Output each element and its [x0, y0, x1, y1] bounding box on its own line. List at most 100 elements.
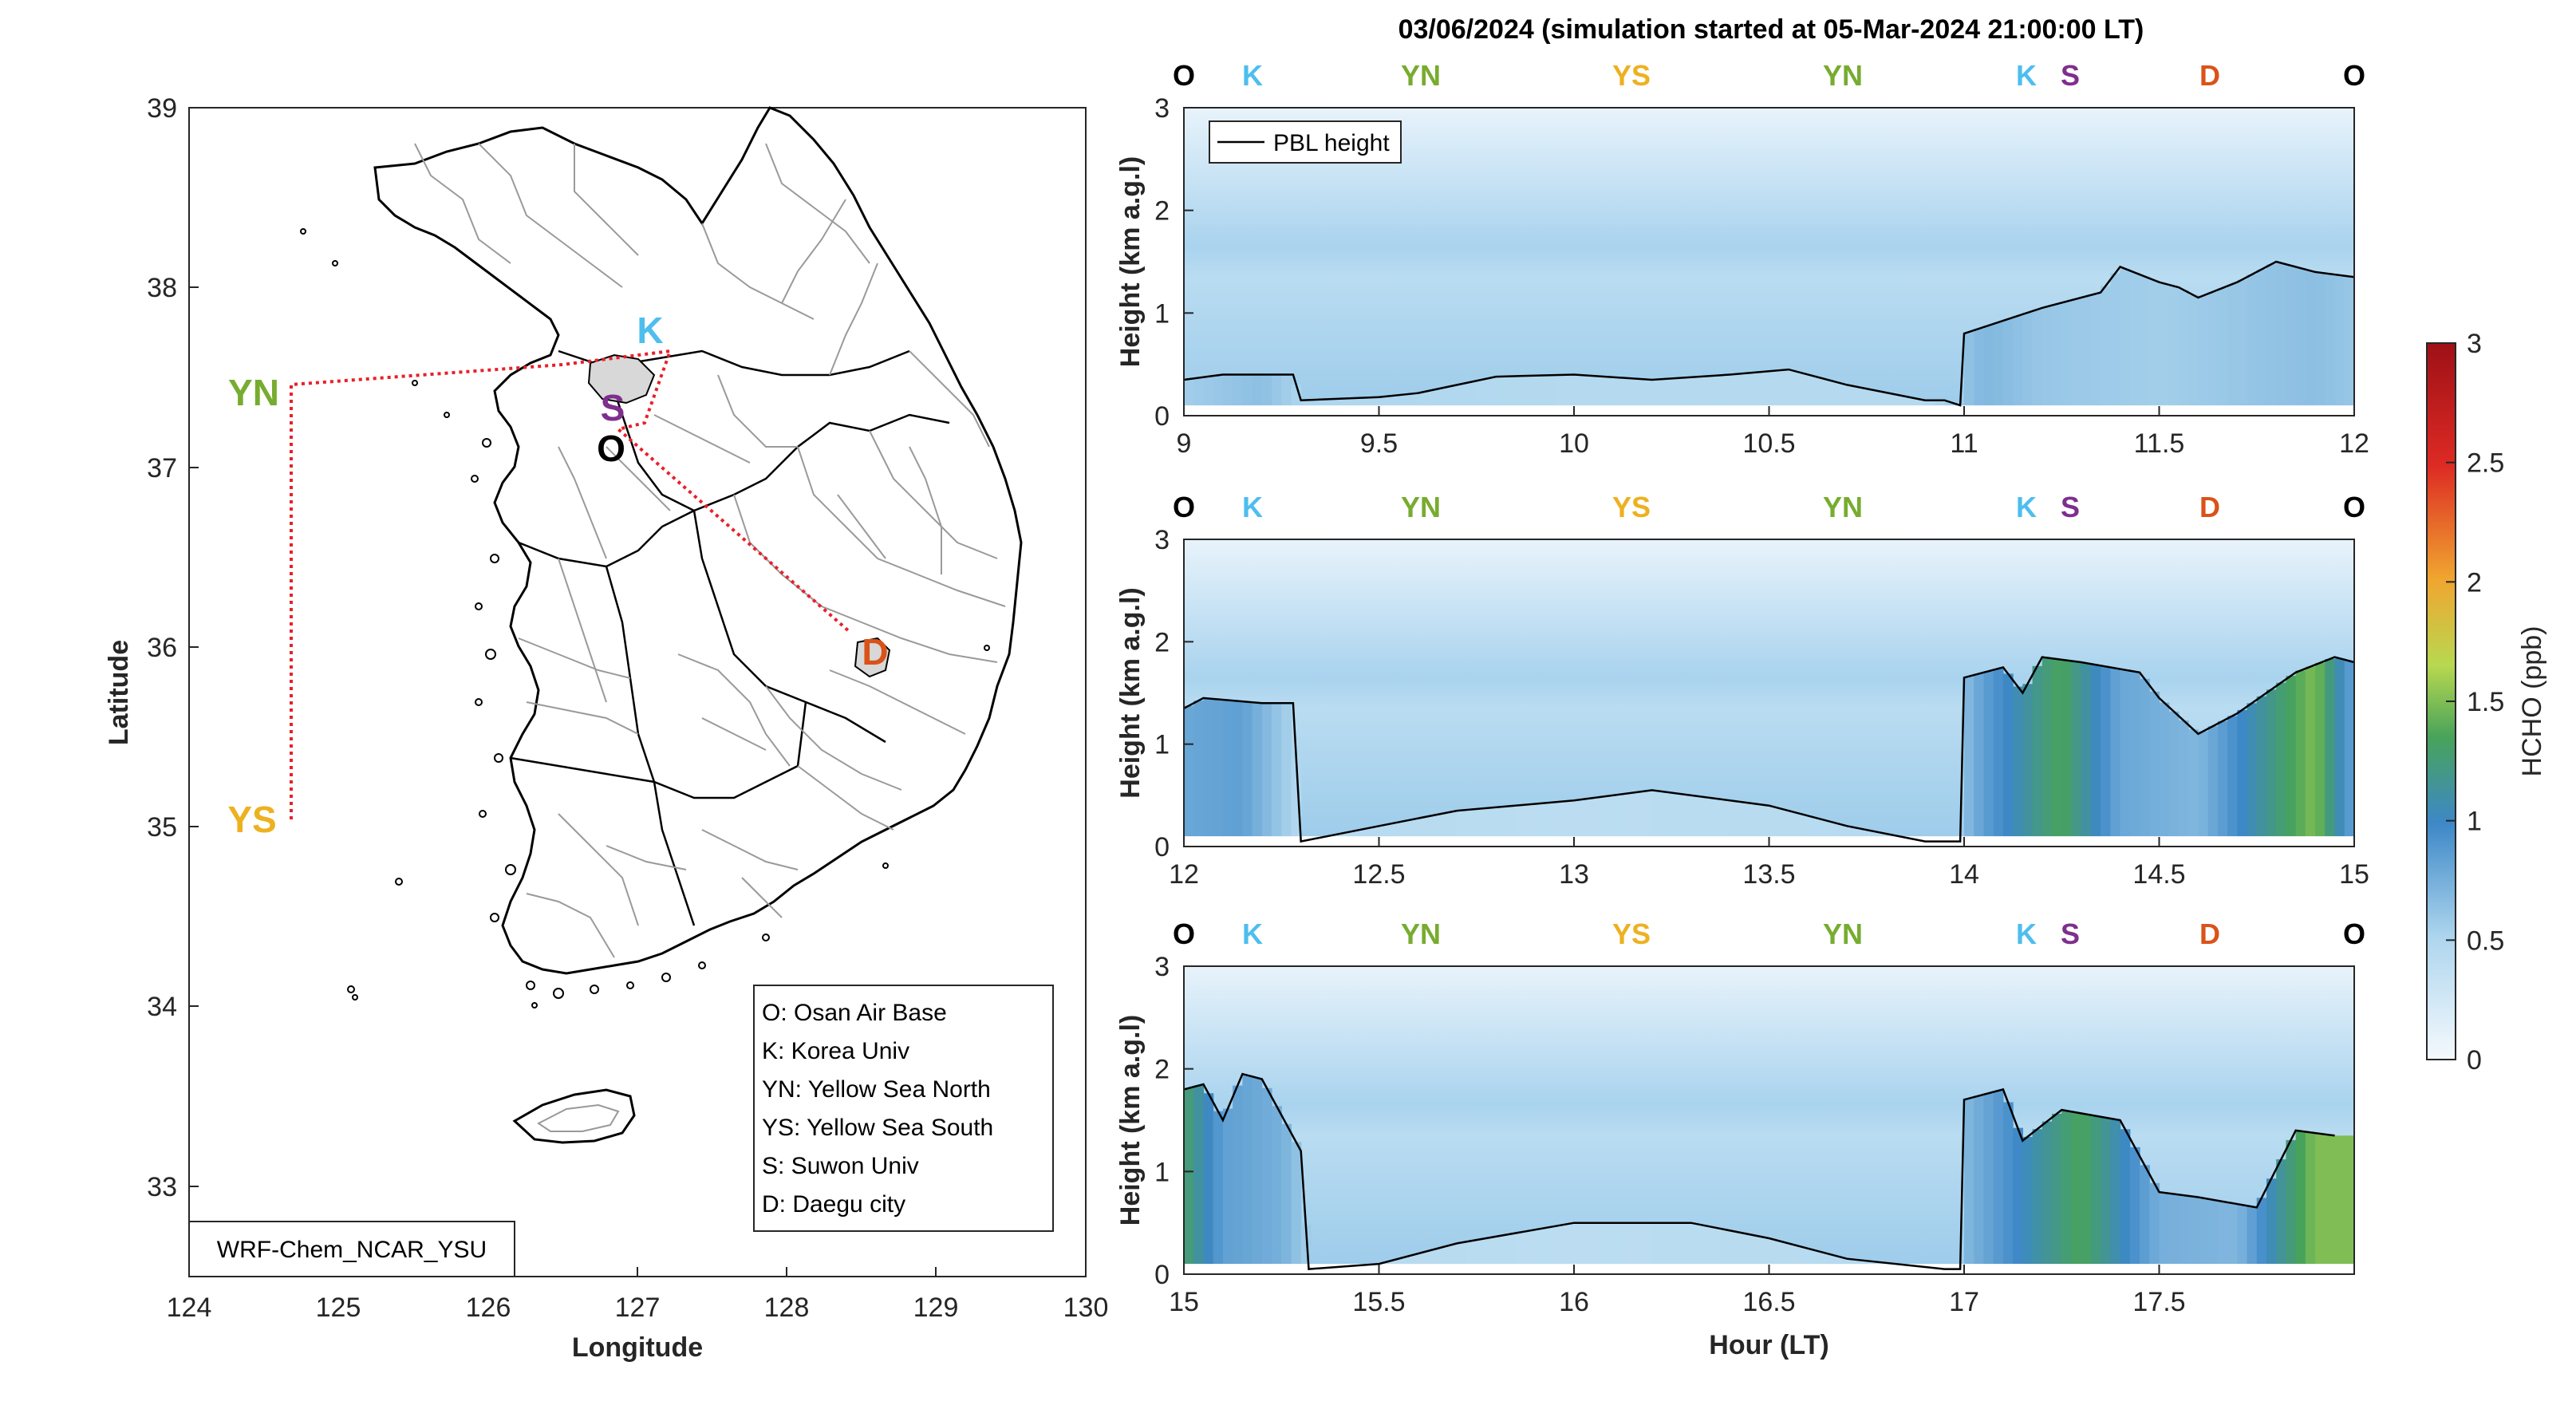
site-label-YN: YN: [1401, 59, 1441, 92]
x-tick-label: 16.5: [1742, 1287, 1795, 1317]
marker-D: D: [862, 631, 888, 673]
hcho-cell: [1203, 698, 1214, 837]
site-label-O: O: [1173, 918, 1195, 950]
hcho-cell: [2266, 689, 2277, 837]
y-tick-label: 2: [1154, 196, 1170, 227]
hcho-cell: [2159, 1192, 2170, 1265]
hcho-cell: [1876, 391, 1887, 406]
hcho-cell: [1476, 1239, 1487, 1265]
hcho-cell: [2168, 1194, 2180, 1265]
hcho-cell: [1964, 1098, 1974, 1265]
hcho-cell: [1798, 814, 1809, 837]
y-axis-label: Height (km a.g.l): [1115, 156, 1146, 367]
y-axis-label: Height (km a.g.l): [1115, 1015, 1146, 1226]
hcho-cell: [1827, 1254, 1838, 1265]
hcho-cell: [1184, 705, 1194, 837]
hcho-cell: [1690, 377, 1702, 406]
hcho-cell: [1603, 795, 1614, 837]
site-label-K: K: [1242, 918, 1263, 950]
hcho-cell: [2227, 1203, 2238, 1265]
hcho-cell: [1184, 379, 1194, 406]
hcho-cell: [2276, 262, 2287, 406]
hcho-cell: [1876, 832, 1887, 837]
x-tick-label: 15.5: [1352, 1287, 1405, 1317]
hcho-cell: [2013, 1127, 2023, 1265]
hcho-cell: [1261, 374, 1272, 406]
hcho-cell: [1388, 1260, 1399, 1265]
hcho-cell: [2052, 658, 2062, 837]
hcho-cell: [1681, 377, 1692, 406]
x-tick-label: 17.5: [2132, 1287, 2185, 1317]
hcho-cell: [2344, 276, 2355, 406]
hcho-cell: [1993, 322, 2004, 406]
hcho-cell: [2101, 1117, 2111, 1265]
colorbar-tick-label: 3: [2467, 329, 2482, 359]
hcho-cell: [2207, 1199, 2219, 1265]
hcho-cell: [1379, 825, 1390, 837]
hcho-cell: [1184, 1087, 1194, 1265]
site-label-K: K: [1242, 59, 1263, 92]
y-tick-label: 3: [1154, 93, 1170, 124]
hcho-cell: [1584, 798, 1595, 837]
hcho-cell: [2159, 283, 2170, 406]
hcho-cell: [2315, 662, 2326, 837]
hcho-cell: [1496, 1235, 1507, 1265]
hcho-cell: [1233, 1085, 1243, 1265]
hcho-cell: [2305, 270, 2316, 406]
hcho-cell: [1856, 1260, 1868, 1265]
hcho-cell: [1778, 1241, 1789, 1265]
hcho-cell: [1515, 376, 1526, 406]
hcho-cell: [1427, 389, 1438, 406]
hcho-cell: [1827, 822, 1838, 837]
hcho-cell: [1778, 809, 1789, 837]
hcho-cell: [1710, 375, 1721, 406]
hcho-cell: [1222, 1108, 1233, 1265]
hcho-cell: [1915, 399, 1926, 406]
hcho-cell: [1584, 375, 1595, 406]
hcho-cell: [1544, 1227, 1556, 1265]
hcho-cell: [2198, 295, 2209, 406]
hcho-cell: [1418, 817, 1429, 837]
map-y-ticks: 33 34 35 36 37 38 39: [147, 93, 177, 1202]
hcho-cell: [2217, 1201, 2228, 1265]
hcho-cell: [1222, 700, 1233, 837]
hcho-cell: [2149, 280, 2160, 406]
hcho-cell: [2002, 318, 2014, 406]
hcho-cell: [2207, 291, 2219, 406]
hcho-cell: [1398, 1257, 1409, 1265]
hcho-cell: [2295, 1131, 2306, 1265]
hcho-cell: [1662, 1222, 1672, 1265]
hcho-cell: [1496, 807, 1507, 837]
hcho-cell: [1525, 804, 1536, 837]
hcho-cell: [1651, 379, 1663, 406]
hcho-cell: [1535, 375, 1545, 406]
hcho-cell: [1866, 1261, 1877, 1265]
hcho-cell: [2041, 1121, 2053, 1265]
hcho-cell: [2188, 729, 2199, 837]
map-xtick: 130: [1063, 1293, 1109, 1323]
hcho-cell: [1213, 1111, 1224, 1265]
hcho-cell: [1242, 1075, 1253, 1265]
hcho-cell: [1300, 400, 1312, 406]
hcho-cell: [2198, 1198, 2209, 1265]
hcho-cell: [1505, 1233, 1517, 1265]
hcho-cell: [1485, 377, 1497, 406]
x-tick-label: 11: [1950, 428, 1978, 459]
hcho-cell: [1759, 371, 1770, 406]
hcho-cell: [1535, 803, 1545, 837]
site-label-K: K: [2016, 491, 2037, 523]
hcho-cell: [1808, 817, 1819, 837]
hcho-cell: [1447, 811, 1458, 837]
hcho-cell: [2032, 309, 2043, 406]
marker-O: O: [597, 428, 625, 469]
legend-item: O: Osan Air Base: [762, 1000, 947, 1026]
hcho-cell: [2149, 1182, 2160, 1265]
hcho-cell: [2129, 1147, 2140, 1265]
colorbar-tick-label: 0: [2467, 1045, 2482, 1076]
pbl-height-line: [1183, 656, 2355, 843]
hcho-cell: [2022, 684, 2034, 837]
site-label-YN: YN: [1823, 491, 1863, 523]
hcho-cell: [2061, 660, 2073, 837]
hcho-cell: [1398, 821, 1409, 837]
hcho-cell: [2237, 709, 2248, 837]
